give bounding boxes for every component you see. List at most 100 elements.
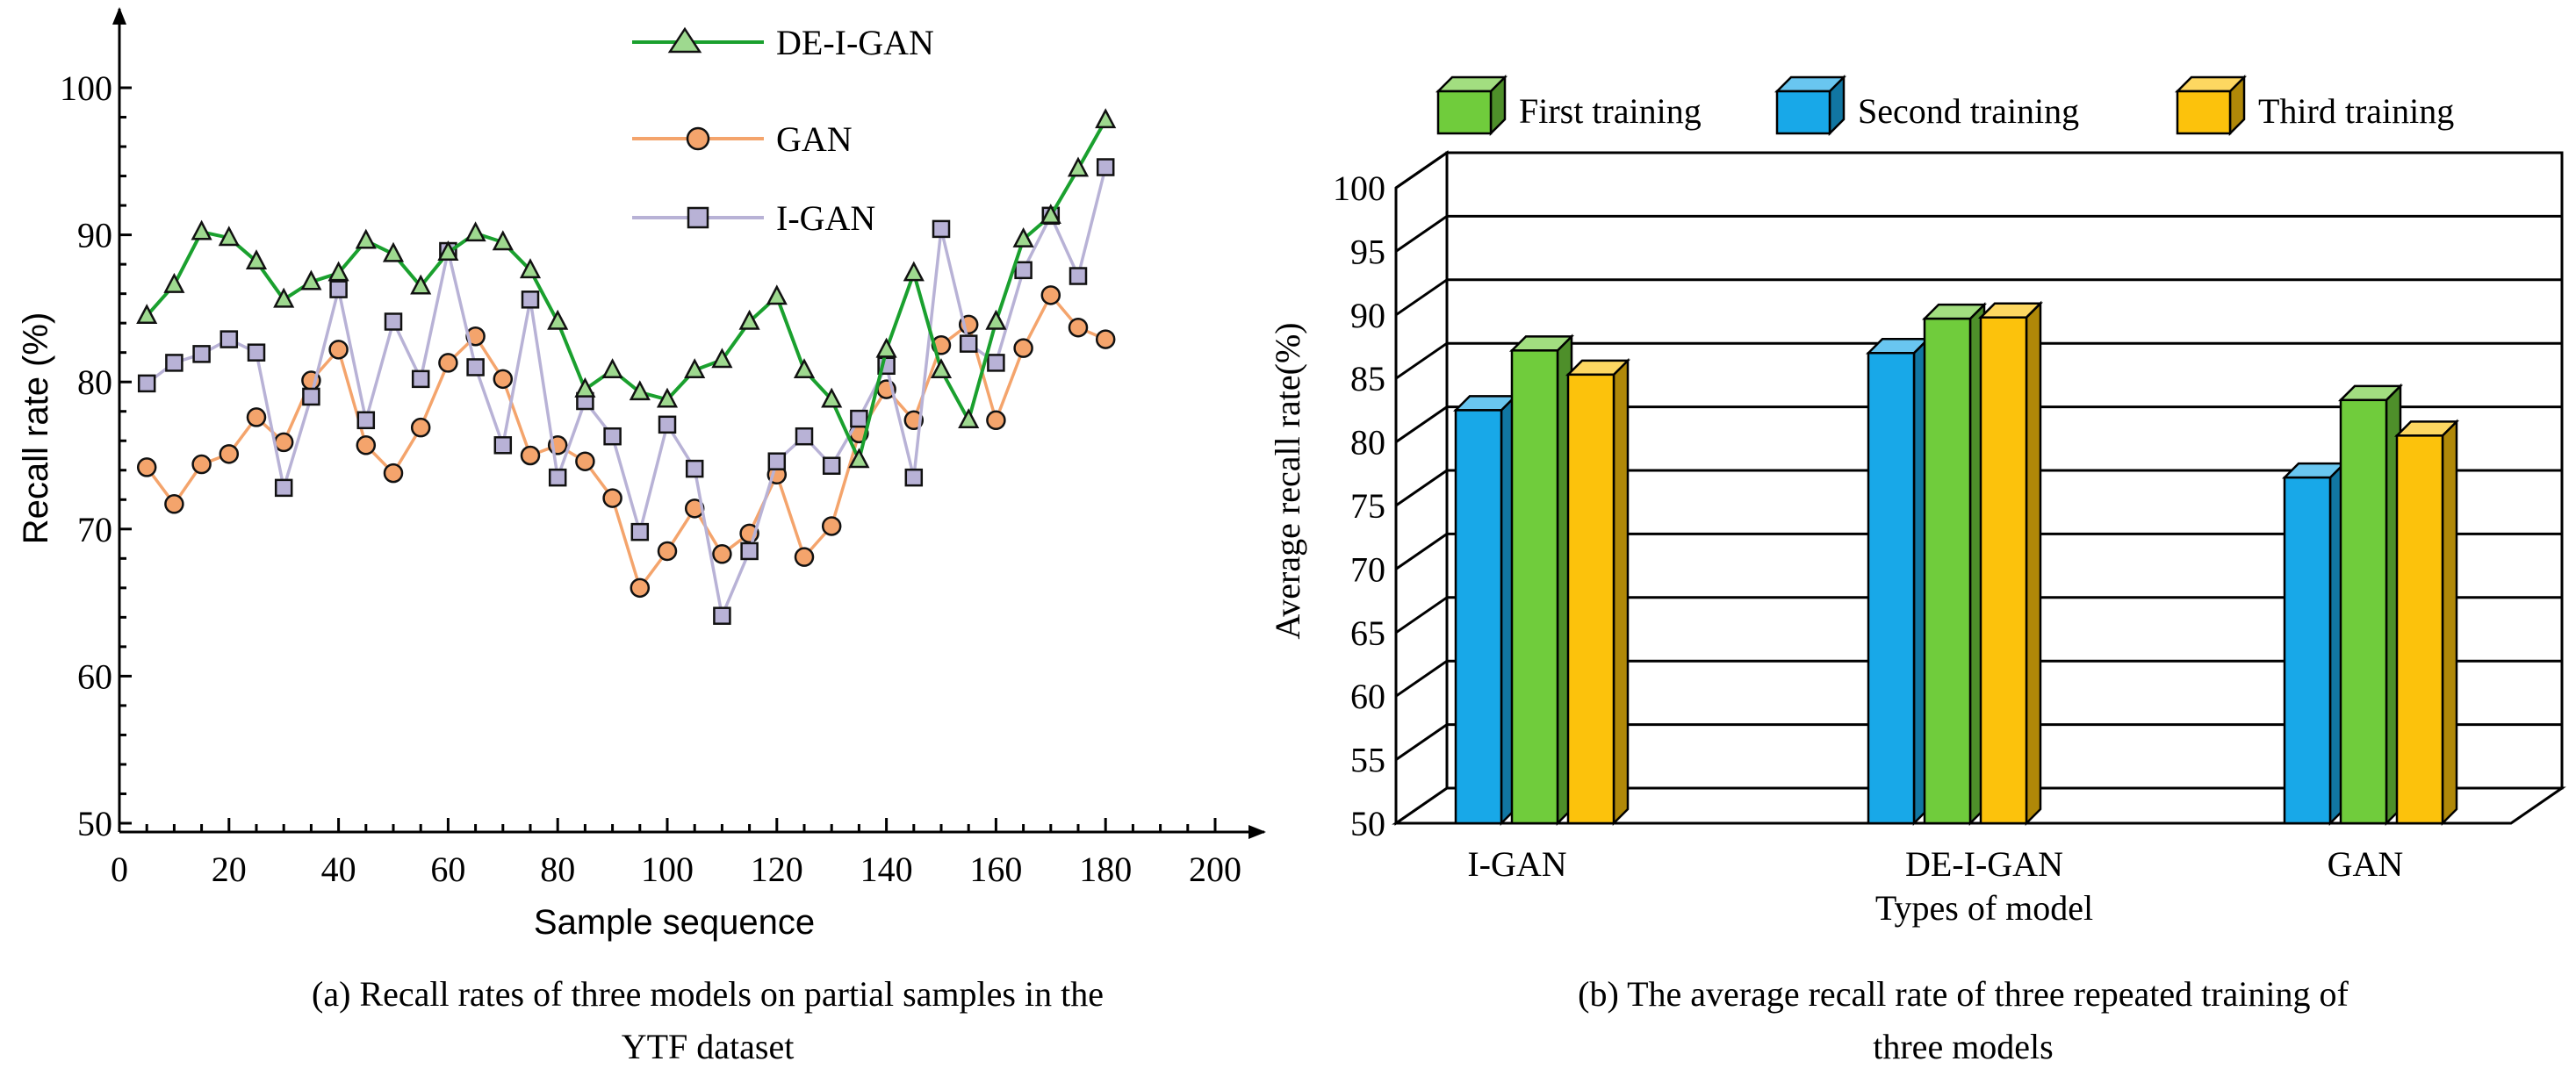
point-gan: [356, 435, 377, 455]
point-de-i-gan: [163, 272, 185, 293]
y-axis-title: Recall rate (%): [17, 312, 55, 545]
point-gan: [520, 445, 541, 466]
point-i-gan: [493, 436, 513, 455]
point-i-gan: [384, 312, 403, 331]
bar-third-training: [1566, 373, 1615, 825]
point-i-gan: [192, 345, 211, 363]
x-tick-label: 20: [212, 850, 247, 889]
point-de-i-gan: [492, 230, 514, 251]
bar-second-training: [1867, 351, 1916, 825]
point-i-gan: [658, 415, 677, 434]
x-tick-label: 200: [1189, 850, 1241, 889]
point-de-i-gan: [410, 274, 432, 295]
point-i-gan: [850, 409, 868, 428]
point-de-i-gan: [1012, 226, 1034, 247]
point-i-gan: [1014, 261, 1033, 280]
y-tick-label: 55: [1350, 741, 1385, 780]
gridline-side: [1395, 659, 1448, 698]
point-de-i-gan: [464, 221, 486, 242]
point-de-i-gan: [821, 387, 843, 408]
point-i-gan: [795, 427, 814, 446]
legend-label-gan: GAN: [776, 119, 853, 159]
point-gan: [410, 417, 431, 438]
gridline-side: [1395, 151, 1448, 190]
point-i-gan: [411, 369, 430, 389]
point-de-i-gan: [300, 269, 322, 290]
legend-label-third-training: Third training: [2258, 91, 2454, 131]
point-i-gan: [247, 343, 266, 362]
series-line-i-gan: [146, 167, 1107, 618]
x-tick-label: 0: [111, 850, 128, 889]
y-tick-label: 75: [1350, 486, 1385, 526]
point-gan: [794, 547, 815, 567]
point-gan: [493, 369, 514, 390]
caption-a-line1: (a) Recall rates of three models on part…: [312, 974, 1104, 1014]
point-gan: [328, 340, 349, 360]
line-chart-recall-rates: 50 60 70 80 90 100 0 20 40 60 80 100 120 140 160 180 200…: [17, 7, 1266, 1066]
point-de-i-gan: [684, 358, 706, 379]
point-de-i-gan: [355, 228, 377, 249]
point-i-gan: [630, 522, 650, 542]
point-gan: [575, 451, 595, 471]
category-label: GAN: [2328, 844, 2404, 884]
point-de-i-gan: [382, 241, 405, 262]
point-de-i-gan: [547, 309, 569, 330]
legend-label-first-training: First training: [1519, 91, 1702, 131]
point-de-i-gan: [136, 304, 158, 325]
point-i-gan: [219, 330, 239, 348]
caption-b-line1: (b) The average recall rate of three rep…: [1578, 974, 2349, 1014]
point-i-gan: [959, 334, 978, 353]
x-tick-label: 160: [969, 850, 1022, 889]
y-tick-label: 90: [77, 216, 112, 255]
category-label: DE-I-GAN: [1905, 844, 2063, 884]
gridline-side: [1395, 469, 1448, 507]
point-gan: [986, 410, 1006, 431]
x-axis-title: Types of model: [1875, 888, 2093, 928]
point-gan: [712, 544, 732, 564]
y-tick-label: 95: [1350, 232, 1385, 271]
legend-marker-square-icon: [687, 206, 709, 229]
gridline-side: [1395, 533, 1448, 570]
point-gan: [136, 457, 157, 477]
point-de-i-gan: [519, 258, 542, 279]
line-chart-tick-labels: 50 60 70 80 90 100 0 20 40 60 80 100 120 140 160 180 200: [60, 68, 1241, 889]
caption-b-line2: three models: [1873, 1027, 2054, 1066]
legend-label-second-training: Second training: [1858, 91, 2079, 131]
point-i-gan: [165, 354, 183, 372]
y-tick-label: 85: [1350, 359, 1385, 398]
point-de-i-gan: [903, 261, 925, 282]
y-tick-label: 65: [1350, 613, 1385, 653]
gridline-side: [1395, 341, 1448, 380]
point-i-gan: [603, 427, 622, 446]
point-gan: [630, 577, 651, 599]
point-gan: [1095, 329, 1116, 349]
point-i-gan: [521, 290, 540, 309]
point-i-gan: [548, 468, 567, 487]
point-i-gan: [685, 459, 704, 478]
legend-label-de-i-gan: DE-I-GAN: [776, 23, 934, 62]
point-gan: [1040, 285, 1061, 305]
gridline-side: [1395, 278, 1448, 317]
x-axis-title: Sample sequence: [534, 903, 815, 942]
point-de-i-gan: [218, 226, 240, 247]
point-de-i-gan: [985, 309, 1007, 330]
x-tick-label: 100: [641, 850, 694, 889]
point-de-i-gan: [1067, 156, 1090, 177]
point-i-gan: [740, 542, 759, 561]
bar-chart-bars: [1452, 300, 2460, 827]
y-tick-label: 100: [1333, 169, 1385, 208]
point-gan: [1068, 317, 1089, 338]
bar-chart-tick-labels: 50 55 60 65 70 75 80 85 90 95 100: [1333, 169, 1385, 843]
x-tick-label: 60: [430, 850, 465, 889]
legend-swatch-first-training: [1436, 90, 1493, 135]
legend-marker-triangle-icon: [667, 26, 702, 54]
legend-label-i-gan: I-GAN: [776, 198, 875, 238]
point-de-i-gan: [656, 387, 679, 408]
x-tick-label: 180: [1079, 850, 1132, 889]
point-gan: [164, 494, 184, 514]
point-i-gan: [767, 452, 787, 470]
y-tick-label: 90: [1350, 296, 1385, 335]
x-tick-label: 140: [860, 850, 913, 889]
y-axis-title: Average recall rate(%): [1268, 322, 1307, 639]
